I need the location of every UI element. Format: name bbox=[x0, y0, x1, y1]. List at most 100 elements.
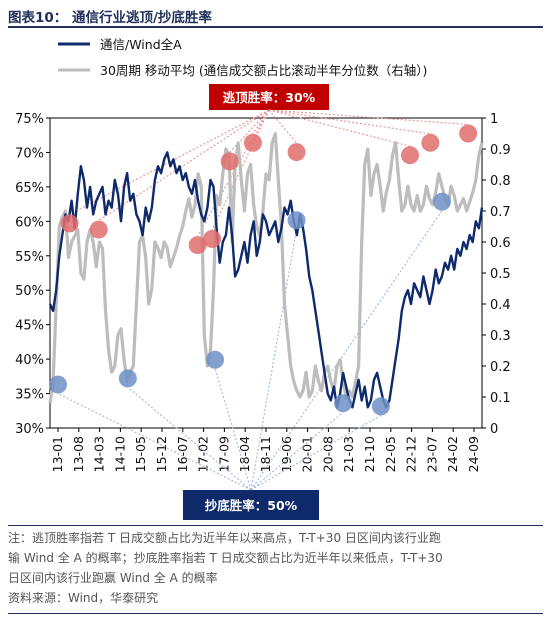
y-left-tick-label: 35% bbox=[15, 388, 44, 403]
escape-top-arrow bbox=[268, 109, 469, 126]
escape-top-callout: 逃顶胜率：30% bbox=[209, 84, 329, 110]
y-left-tick-label: 75% bbox=[15, 112, 44, 127]
bottom-fish-marker bbox=[206, 350, 225, 369]
x-tick-label: 22-05 bbox=[383, 436, 398, 472]
escape-top-marker bbox=[220, 152, 239, 171]
escape-top-arrow bbox=[268, 109, 431, 135]
figure-title: 图表10： 通信行业逃顶/抄底胜率 bbox=[8, 6, 212, 26]
figure-label: 图表10： bbox=[8, 10, 68, 26]
series-line-turnover-percentile bbox=[48, 131, 484, 404]
bottom-fish-arrow bbox=[250, 414, 382, 491]
escape-top-marker bbox=[60, 214, 79, 233]
notes-divider-top bbox=[8, 525, 543, 526]
escape-top-text: 逃顶胜率：30% bbox=[223, 90, 316, 105]
escape-top-marker bbox=[203, 229, 222, 248]
bottom-fish-arrow bbox=[214, 368, 252, 491]
y-right-tick-label: 0.9 bbox=[490, 143, 511, 158]
bottom-fish-arrow bbox=[127, 386, 252, 491]
legend-label-series-1: 通信/Wind全A bbox=[100, 37, 182, 52]
x-tick-label: 24-09 bbox=[466, 436, 481, 472]
bottom-fish-marker bbox=[371, 397, 390, 416]
bottom-fish-box bbox=[183, 490, 319, 520]
y-right-tick-label: 0.3 bbox=[490, 329, 511, 344]
y-left-tick-label: 55% bbox=[15, 250, 44, 265]
notes-block: 注：逃顶胜率指若 T 日成交额占比为近半年以来高点，T-T+30 日区间内该行业… bbox=[8, 528, 544, 608]
x-tick-label: 19-06 bbox=[279, 436, 294, 472]
bottom-fish-marker bbox=[334, 394, 353, 413]
y-left-tick-label: 30% bbox=[15, 422, 44, 437]
legend: 通信/Wind全A 30周期 移动平均 (通信成交额占比滚动半年分位数（右轴）) bbox=[58, 37, 427, 78]
bottom-fish-arrow bbox=[250, 210, 443, 491]
note-line-1: 注：逃顶胜率指若 T 日成交额占比为近半年以来高点，T-T+30 日区间内该行业… bbox=[8, 531, 441, 545]
plot-area bbox=[48, 131, 484, 409]
y-right-tick-label: 0.8 bbox=[490, 174, 511, 189]
y-right-tick-label: 0.1 bbox=[490, 391, 511, 406]
escape-top-marker bbox=[459, 124, 478, 143]
y-left-tick-label: 40% bbox=[15, 353, 44, 368]
escape-top-marker bbox=[243, 133, 262, 152]
escape-top-arrow bbox=[98, 109, 270, 222]
x-tick-label: 24-02 bbox=[445, 436, 460, 472]
x-tick-label: 14-10 bbox=[112, 436, 127, 472]
markers bbox=[49, 124, 478, 416]
axes: 30% 35% 40% 45% 50% 55% 60% 65% 70% 75% 0 0.1 0.2 0.3… bbox=[15, 112, 511, 472]
bottom-fish-marker bbox=[118, 369, 137, 388]
x-tick-label: 20-08 bbox=[320, 436, 335, 472]
y-left-tick-label: 45% bbox=[15, 319, 44, 334]
y-right-tick-label: 0.6 bbox=[490, 236, 511, 251]
series-line-telecom-vs-wind-a bbox=[48, 151, 484, 409]
y-left-tick-label: 50% bbox=[15, 284, 44, 299]
escape-top-box bbox=[209, 84, 329, 110]
y-right-tick-label: 0.4 bbox=[490, 298, 511, 313]
x-tick-label: 17-02 bbox=[196, 436, 211, 472]
x-tick-label: 21-10 bbox=[362, 436, 377, 472]
x-tick-label: 13-08 bbox=[71, 436, 86, 472]
escape-top-marker bbox=[89, 220, 108, 239]
x-tick-label: 18-11 bbox=[258, 436, 273, 472]
figure-title-text: 通信行业逃顶/抄底胜率 bbox=[72, 10, 212, 26]
x-tick-label: 15-12 bbox=[154, 436, 169, 472]
x-tick-label: 17-09 bbox=[216, 436, 231, 472]
escape-top-arrow bbox=[268, 109, 298, 144]
x-tick-label: 14-03 bbox=[92, 436, 107, 472]
x-tick-label: 15-05 bbox=[133, 436, 148, 472]
x-tick-label: 18-04 bbox=[237, 436, 252, 472]
bottom-fish-marker bbox=[287, 211, 306, 230]
y-left-tick-label: 60% bbox=[15, 215, 44, 230]
x-tick-label: 20-01 bbox=[300, 436, 315, 472]
escape-top-marker bbox=[287, 143, 306, 162]
bottom-fish-marker bbox=[433, 192, 451, 211]
escape-top-marker bbox=[188, 236, 207, 255]
bottom-fish-marker bbox=[49, 375, 67, 394]
note-line-2: 输 Wind 全 A 的概率；抄底胜率指若 T 日成交额占比为近半年以来低点，T… bbox=[8, 551, 443, 565]
y-right-tick-label: 1 bbox=[490, 112, 498, 127]
title-divider bbox=[8, 26, 543, 28]
plot-frame bbox=[49, 117, 483, 429]
source-line: 资料来源：Wind，华泰研究 bbox=[8, 591, 159, 605]
y-right-tick-label: 0.2 bbox=[490, 360, 511, 375]
note-line-3: 日区间内该行业跑赢 Wind 全 A 的概率 bbox=[8, 571, 218, 585]
y-right-tick-label: 0.5 bbox=[490, 267, 511, 282]
callout-arrows bbox=[57, 109, 469, 491]
bottom-fish-arrow bbox=[250, 411, 344, 491]
escape-top-arrow bbox=[252, 109, 270, 135]
chart-canvas: 通信/Wind全A 30周期 移动平均 (通信成交额占比滚动半年分位数（右轴）)… bbox=[15, 37, 511, 520]
y-left-tick-label: 65% bbox=[15, 181, 44, 196]
escape-top-arrow bbox=[229, 109, 270, 153]
notes-divider-bottom bbox=[8, 613, 543, 614]
y-left-tick-label: 70% bbox=[15, 146, 44, 161]
escape-top-arrow bbox=[268, 109, 411, 147]
x-tick-label: 23-07 bbox=[424, 436, 439, 472]
x-tick-label: 13-01 bbox=[50, 436, 65, 472]
bottom-fish-callout: 抄底胜率：50% bbox=[183, 490, 319, 520]
escape-top-marker bbox=[421, 133, 440, 152]
x-tick-label: 22-12 bbox=[404, 436, 419, 472]
escape-top-marker bbox=[401, 146, 419, 165]
x-tick-label: 21-03 bbox=[341, 436, 356, 472]
bottom-fish-arrow bbox=[250, 229, 298, 491]
x-tick-label: 16-07 bbox=[175, 436, 190, 472]
bottom-fish-text: 抄底胜率：50% bbox=[205, 498, 298, 513]
y-right-tick-label: 0.7 bbox=[490, 205, 511, 220]
legend-label-series-2: 30周期 移动平均 (通信成交额占比滚动半年分位数（右轴）) bbox=[100, 63, 427, 78]
y-right-tick-label: 0 bbox=[490, 422, 498, 437]
